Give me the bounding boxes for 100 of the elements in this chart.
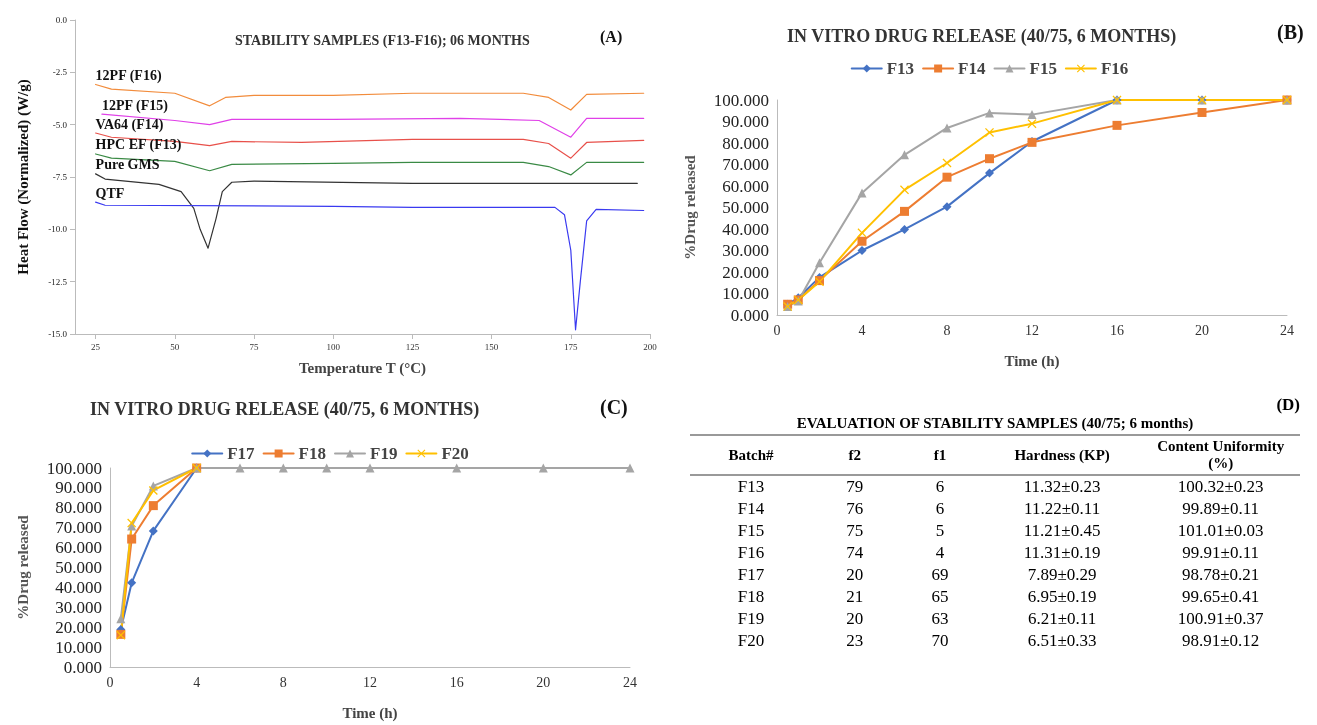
- text: 4: [935, 543, 945, 562]
- category-label: Hardness (KP): [982, 436, 1142, 475]
- x-tick-label: 25: [91, 341, 101, 352]
- y-tick-label: 80.000: [55, 498, 102, 518]
- x-tick-label: 8: [943, 322, 951, 338]
- category-label: F13: [737, 477, 765, 496]
- text: 21: [846, 587, 864, 606]
- x-tick-label: 12: [363, 674, 377, 690]
- y-tick-label: 50.000: [722, 198, 769, 217]
- text: 98.91±0.12: [1182, 631, 1260, 650]
- text: 11.31±0.19: [1023, 543, 1101, 562]
- chart-title: IN VITRO DRUG RELEASE (40/75, 6 MONTHS): [90, 399, 480, 420]
- text: 6.51±0.33: [1027, 631, 1097, 650]
- legend-label: F20: [441, 444, 469, 463]
- annotation: (A): [600, 27, 623, 46]
- x-tick-label: 12: [1025, 322, 1039, 338]
- text: 70: [931, 631, 949, 650]
- text: 99.89±0.11: [1182, 499, 1260, 518]
- legend-label: F15: [1029, 59, 1057, 78]
- series-label: Pure GMS: [95, 157, 160, 173]
- category-label: f2: [812, 436, 898, 475]
- y-tick-label: 80.000: [722, 133, 769, 153]
- x-axis-title: Time (h): [1004, 352, 1060, 370]
- y-tick-label: 20.000: [55, 617, 102, 637]
- series-label: 12PF (F15): [101, 97, 169, 114]
- x-tick-label: 125: [405, 341, 420, 352]
- text: 99.65±0.41: [1182, 587, 1260, 606]
- category-label: F17: [737, 565, 765, 584]
- text: 6.21±0.11: [1028, 609, 1097, 628]
- category-label: F16: [737, 543, 765, 562]
- y-axis-title: Heat Flow (Normalized) (W/g): [14, 79, 32, 275]
- text: (D): [1275, 395, 1300, 415]
- y-tick-label: 10.000: [722, 284, 769, 303]
- legend-label: F16: [1100, 59, 1129, 78]
- text: (C): [600, 396, 628, 419]
- legend-label: F18: [298, 444, 327, 463]
- y-tick-label: 70.000: [55, 518, 102, 538]
- text: 76: [846, 499, 864, 518]
- text: 11.21±0.45: [1023, 521, 1101, 540]
- text: 99.91±0.11: [1182, 543, 1260, 562]
- x-axis-title: Temperature T (°C): [298, 359, 427, 377]
- x-tick-label: 20: [536, 674, 551, 690]
- text: 75: [846, 521, 864, 540]
- y-tick-label: 20.000: [722, 262, 769, 282]
- text: 23: [846, 631, 864, 650]
- chart-title: IN VITRO DRUG RELEASE (40/75, 6 MONTHS): [787, 26, 1177, 47]
- text: (B): [1277, 21, 1304, 44]
- text: 20: [846, 609, 864, 628]
- category-label: F20: [737, 631, 765, 650]
- series-label: QTF: [95, 185, 125, 201]
- text: 98.78±0.21: [1182, 565, 1260, 584]
- legend-label: F14: [958, 59, 986, 78]
- y-tick-label: 90.000: [722, 112, 769, 131]
- category-label: F19: [737, 609, 765, 628]
- y-tick-label: 0.000: [63, 657, 102, 677]
- text: 6: [935, 477, 945, 496]
- y-tick-label: 0.000: [730, 305, 769, 325]
- y-tick-label: 30.000: [722, 241, 769, 260]
- y-tick-label: -5.0: [52, 119, 68, 130]
- x-tick-label: 200: [643, 341, 658, 352]
- x-tick-label: 24: [623, 674, 637, 690]
- y-tick-label: 60.000: [55, 538, 102, 558]
- legend-label: F19: [370, 444, 398, 463]
- text: 69: [931, 565, 949, 584]
- legend-label: F13: [886, 59, 915, 78]
- x-tick-label: 4: [858, 322, 866, 338]
- x-tick-label: 175: [564, 341, 579, 352]
- category-label: F18: [737, 587, 765, 606]
- text: 6.95±0.19: [1027, 587, 1097, 606]
- x-axis-title: Time (h): [342, 704, 398, 722]
- y-tick-label: -10.0: [48, 224, 68, 235]
- category-label: F15: [737, 521, 765, 540]
- y-axis-title: %Drug released: [14, 514, 31, 620]
- text: 11.32±0.23: [1023, 477, 1101, 496]
- y-axis-title: %Drug released: [681, 154, 698, 260]
- y-tick-label: 10.000: [55, 637, 102, 657]
- y-tick-label: 40.000: [722, 219, 769, 239]
- y-tick-label: 40.000: [55, 577, 102, 597]
- x-tick-label: 150: [484, 341, 499, 352]
- category-label: Content Uniformity (%): [1141, 436, 1300, 475]
- y-tick-label: 30.000: [55, 597, 102, 617]
- x-tick-label: 50: [170, 341, 180, 352]
- text: 79: [846, 477, 864, 496]
- y-tick-label: -7.5: [52, 172, 68, 182]
- x-tick-label: 8: [279, 674, 287, 690]
- text: 101.01±0.03: [1177, 521, 1264, 540]
- x-tick-label: 16: [449, 674, 464, 690]
- y-tick-label: 100.000: [713, 90, 769, 110]
- text: 6: [935, 499, 945, 518]
- text: 65: [931, 587, 949, 606]
- text: Batch#: [690, 436, 813, 475]
- x-tick-label: 24: [1280, 322, 1294, 338]
- x-tick-label: 75: [249, 341, 259, 352]
- text: 5: [935, 521, 945, 540]
- y-tick-label: 50.000: [55, 558, 102, 577]
- y-tick-label: -12.5: [48, 276, 68, 287]
- text: 11.22±0.11: [1024, 499, 1101, 518]
- x-tick-label: 4: [193, 674, 201, 690]
- y-tick-label: -15.0: [48, 329, 68, 339]
- y-tick-label: 90.000: [55, 478, 102, 498]
